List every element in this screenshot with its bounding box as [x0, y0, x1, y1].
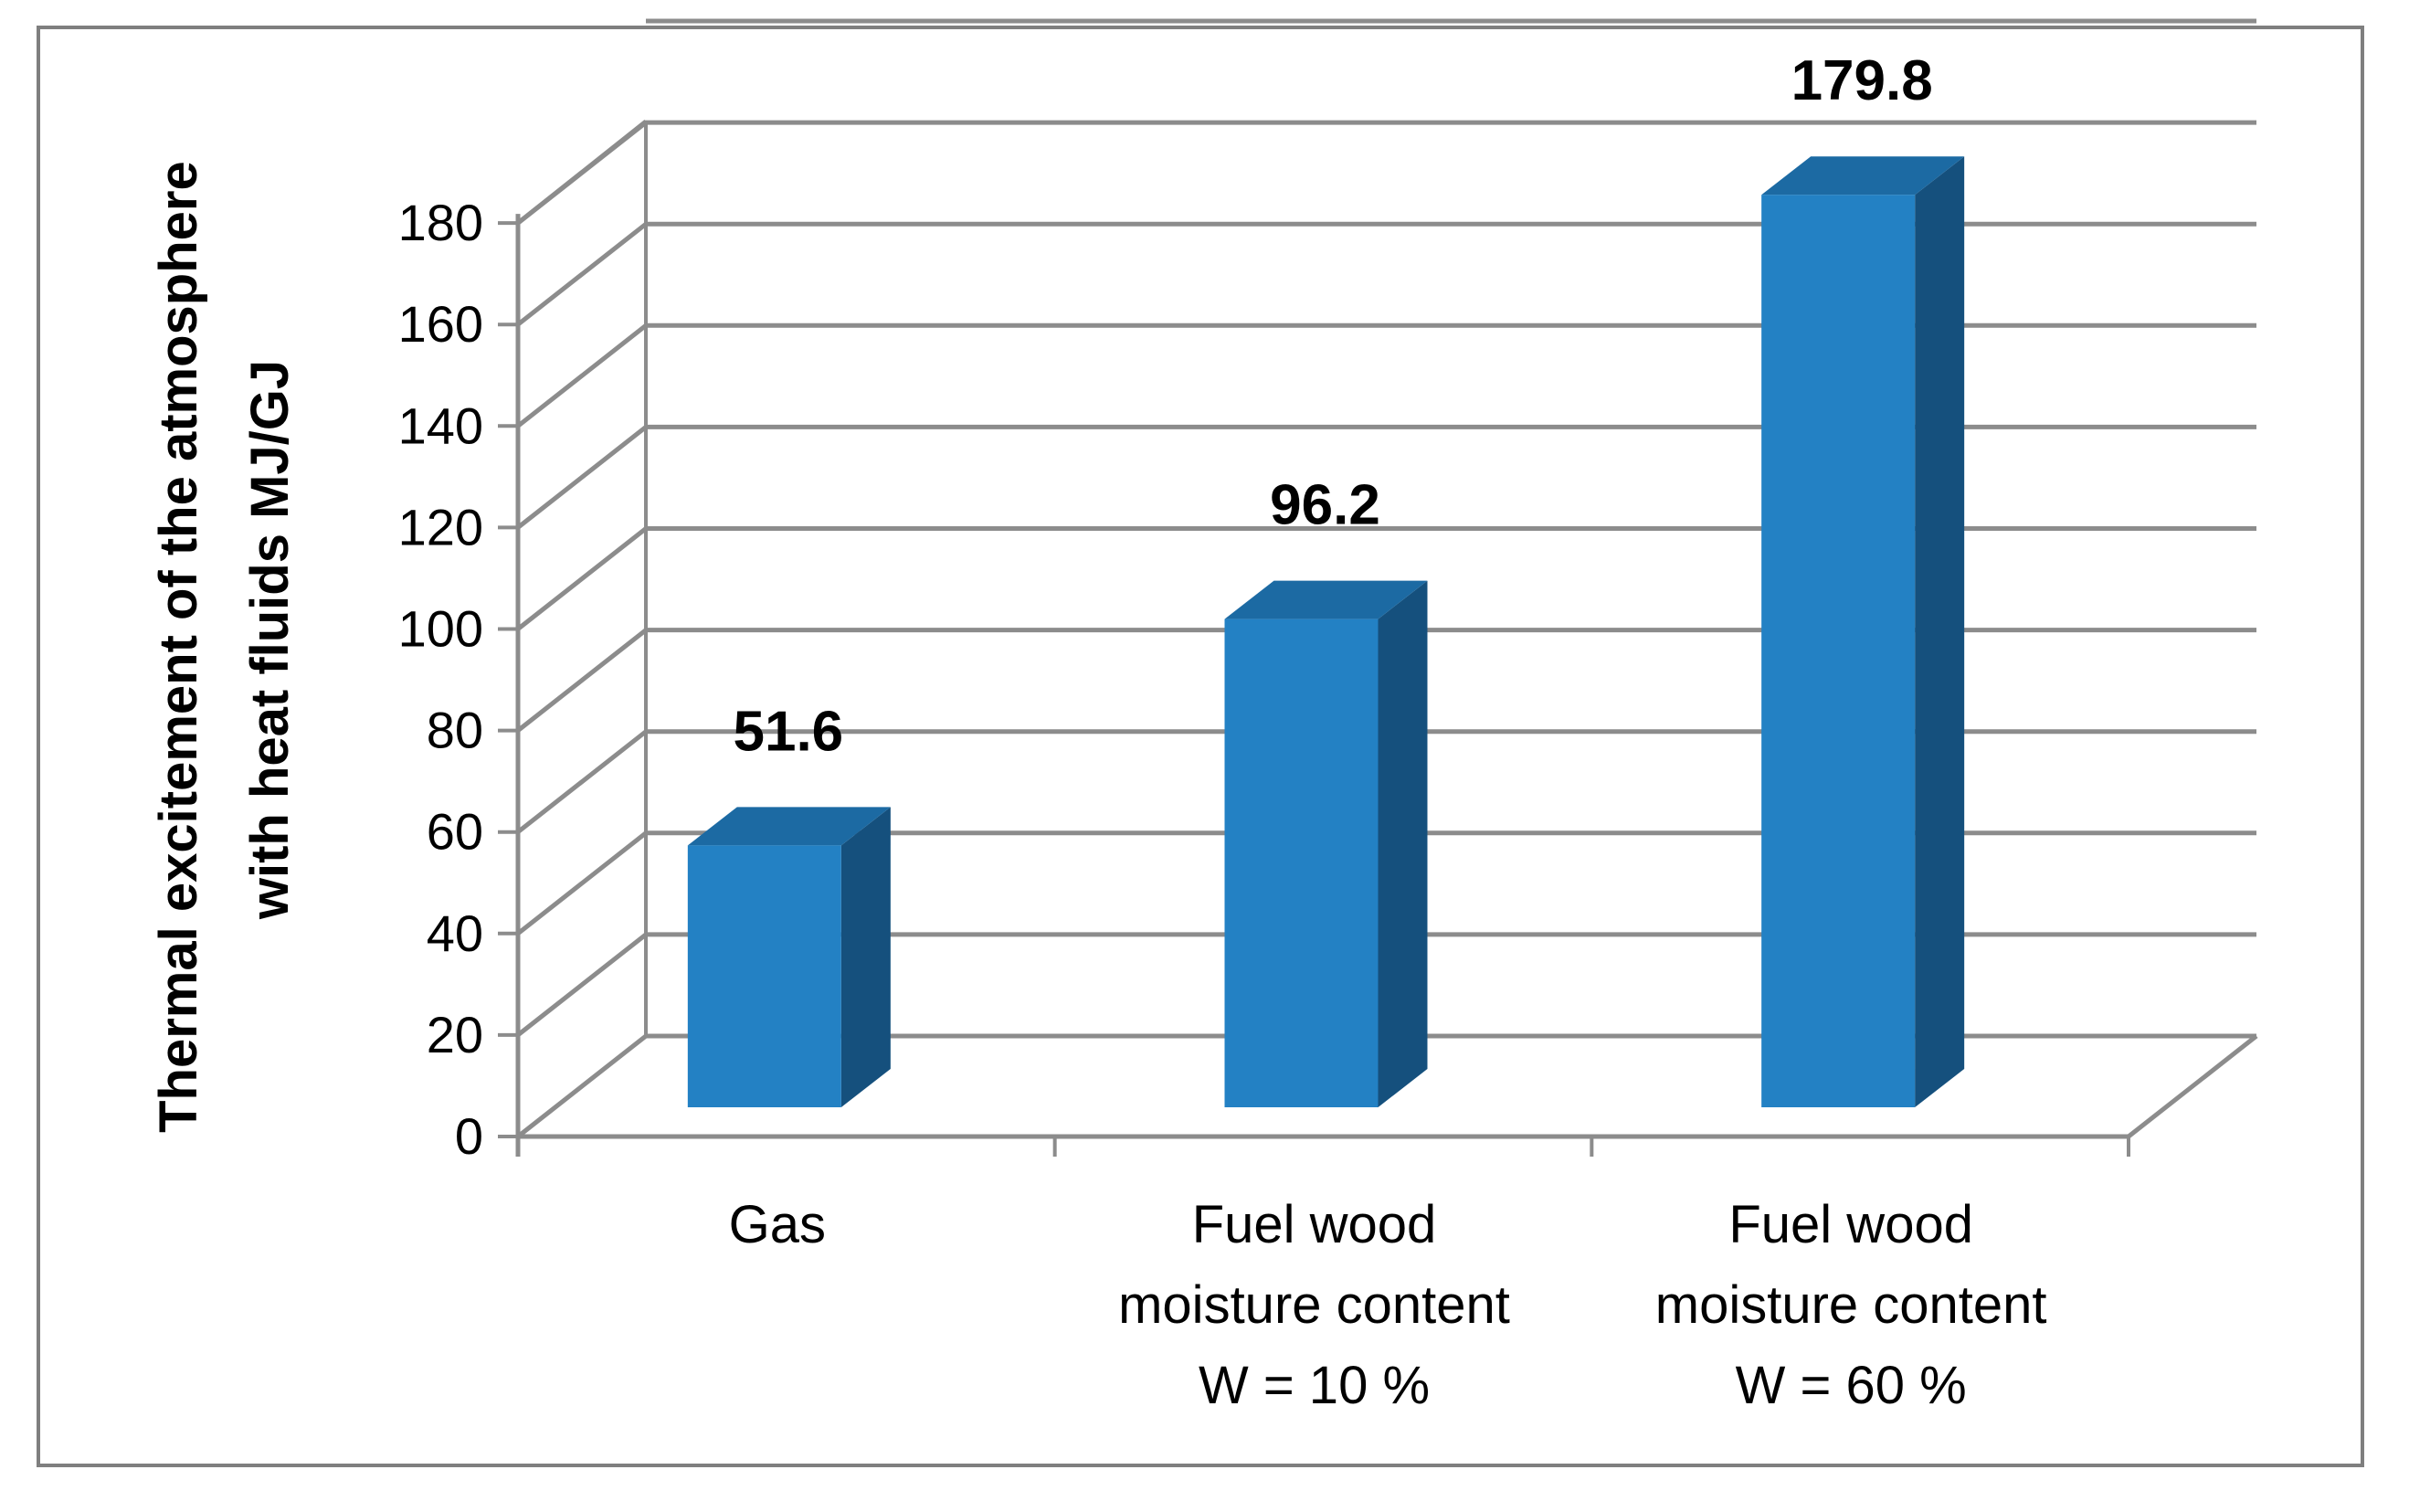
y-tick-label-20: 20	[427, 1006, 483, 1063]
bar-front	[687, 845, 841, 1107]
chart-frame	[37, 26, 2364, 1467]
category-label-0: Gas	[729, 1195, 826, 1254]
y-tick-labels: 0 20 40 60 80 100 120 140 160 180	[398, 194, 483, 1165]
category-label-line: moisture content	[1118, 1275, 1510, 1335]
y-axis-title-line-2: with heat fluids MJ/GJ	[240, 360, 300, 920]
gridline-top-diagonal	[516, 120, 648, 226]
category-label-line: W = 10 %	[1199, 1356, 1430, 1415]
bar-top	[1761, 156, 1965, 196]
category-label-line: moisture content	[1655, 1275, 2047, 1335]
y-axis-title-line-1: Thermal excitement of the atmosphere	[149, 161, 208, 1133]
data-label-2: 179.8	[1791, 49, 1933, 112]
y-tick-label-140: 140	[398, 397, 483, 454]
gridline-140	[516, 322, 2256, 428]
bar-front	[1224, 619, 1379, 1107]
category-label-line: Fuel wood	[1728, 1195, 1973, 1254]
bar-side	[840, 807, 891, 1107]
bar-top	[687, 807, 891, 846]
category-label-line: W = 60 %	[1736, 1356, 1967, 1415]
bar-2	[1761, 156, 1965, 1108]
y-axis-title: Thermal excitement of the atmosphere wit…	[149, 146, 300, 1133]
bar-front	[1761, 195, 1916, 1107]
category-label-line: Fuel wood	[1192, 1195, 1437, 1254]
axis-lines	[498, 214, 2258, 1157]
gridlines	[516, 18, 2256, 1138]
bar-side	[1378, 580, 1428, 1107]
y-tick-label-40: 40	[427, 904, 483, 962]
category-label-2: Fuel wood moisture content W = 60 %	[1655, 1195, 2047, 1415]
y-tick-label-100: 100	[398, 600, 483, 658]
y-tick-label-0: 0	[455, 1107, 483, 1165]
bar-side	[1915, 156, 1965, 1108]
y-tick-label-120: 120	[398, 498, 483, 555]
y-tick-label-160: 160	[398, 295, 483, 353]
bar-1	[1224, 580, 1428, 1107]
data-label-0: 51.6	[733, 700, 843, 763]
data-labels: 51.6 96.2 179.8	[733, 49, 1932, 763]
gridline-160	[516, 221, 2256, 327]
bar-top	[1224, 580, 1428, 619]
y-tick-label-60: 60	[427, 803, 483, 861]
bar-0	[687, 807, 891, 1107]
gridline-120	[516, 424, 2256, 530]
x-category-labels: Gas Fuel wood moisture content W = 10 %Fuel…	[729, 1195, 2047, 1415]
y-tick-label-180: 180	[398, 194, 483, 251]
bars	[687, 156, 1965, 1108]
category-label-line: Gas	[729, 1195, 826, 1254]
category-label-1: Fuel wood moisture content W = 10 %	[1118, 1195, 1510, 1415]
gridline-180	[516, 120, 2256, 226]
y-tick-label-80: 80	[427, 702, 483, 759]
data-label-1: 96.2	[1270, 474, 1380, 537]
